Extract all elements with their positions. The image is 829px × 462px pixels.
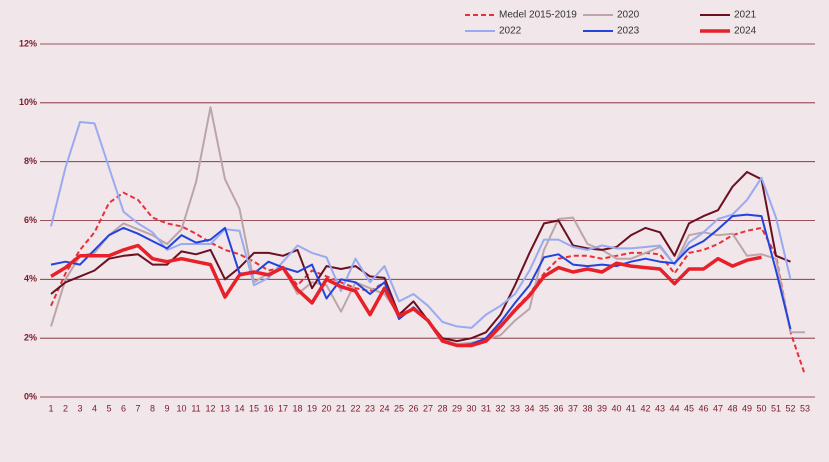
legend-text: 2021 [734,10,757,21]
x-tick-label: 30 [466,403,476,413]
y-tick-label: 10% [19,97,37,107]
x-tick-label: 2 [63,403,68,413]
x-tick-label: 29 [452,403,462,413]
x-tick-label: 5 [106,403,111,413]
x-tick-label: 25 [394,403,404,413]
x-tick-label: 40 [611,403,621,413]
x-tick-label: 38 [582,403,592,413]
x-tick-label: 39 [597,403,607,413]
y-tick-label: 4% [24,274,37,284]
x-tick-label: 22 [350,403,360,413]
x-tick-label: 21 [336,403,346,413]
y-tick-label: 12% [19,38,37,48]
y-tick-label: 2% [24,333,37,343]
x-tick-label: 31 [481,403,491,413]
x-tick-label: 18 [292,403,302,413]
x-tick-label: 11 [191,403,200,413]
series-line [50,171,791,343]
y-tick-label: 8% [24,156,37,166]
x-tick-label: 9 [164,403,169,413]
x-tick-label: 51 [771,403,781,413]
x-tick-label: 24 [379,403,389,413]
legend-text: 2024 [734,26,757,37]
y-tick-label: 6% [24,215,37,225]
x-tick-label: 26 [408,403,418,413]
x-tick-label: 8 [150,403,155,413]
x-tick-label: 41 [626,403,636,413]
x-tick-label: 4 [92,403,97,413]
x-tick-label: 14 [234,403,244,413]
x-tick-label: 52 [785,403,795,413]
x-tick-label: 16 [263,403,273,413]
x-tick-label: 7 [135,403,140,413]
x-tick-label: 10 [176,403,186,413]
x-tick-label: 20 [321,403,331,413]
legend-text: 2022 [499,26,522,37]
x-tick-label: 23 [365,403,375,413]
x-tick-label: 17 [278,403,288,413]
x-tick-label: 33 [510,403,520,413]
x-tick-label: 15 [249,403,259,413]
series-line [50,243,762,348]
series-line [50,191,806,376]
x-tick-label: 35 [539,403,549,413]
x-tick-label: 47 [713,403,723,413]
x-tick-label: 27 [423,403,433,413]
x-tick-label: 37 [568,403,578,413]
x-tick-label: 46 [698,403,708,413]
x-tick-label: 45 [684,403,694,413]
x-tick-label: 53 [800,403,810,413]
x-tick-label: 1 [48,403,53,413]
x-tick-label: 48 [727,403,737,413]
legend-text: 2020 [617,10,640,21]
x-tick-label: 36 [553,403,563,413]
x-tick-label: 3 [77,403,82,413]
x-tick-label: 12 [205,403,215,413]
series-line [50,121,792,329]
x-tick-label: 42 [640,403,650,413]
legend-text: 2023 [617,26,640,37]
x-tick-label: 28 [437,403,447,413]
y-tick-label: 0% [24,391,37,401]
x-tick-label: 6 [121,403,126,413]
x-tick-label: 32 [495,403,505,413]
x-tick-label: 44 [669,403,679,413]
x-tick-label: 43 [655,403,665,413]
x-tick-label: 50 [756,403,766,413]
legend-text: Medel 2015-2019 [499,10,577,21]
x-tick-label: 19 [307,403,317,413]
x-tick-label: 34 [524,403,534,413]
x-tick-label: 49 [742,403,752,413]
x-tick-label: 13 [220,403,230,413]
